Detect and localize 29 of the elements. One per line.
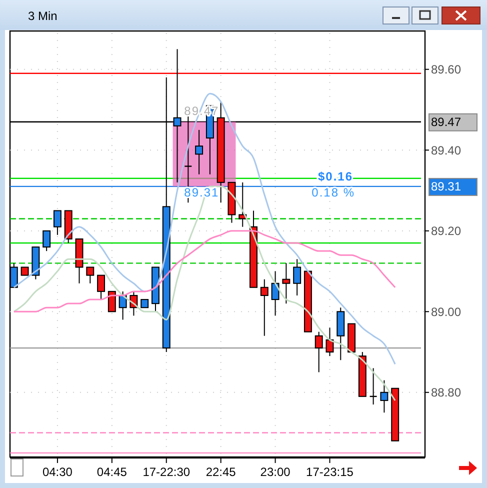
candlestick [380, 380, 388, 414]
candlestick [314, 331, 323, 373]
candlestick [53, 210, 62, 236]
candlestick [282, 262, 290, 304]
candlestick [238, 182, 247, 228]
candlestick [97, 274, 106, 300]
candlestick [108, 290, 116, 312]
chart-title: 3 Min [28, 9, 58, 23]
candlestick [42, 230, 51, 252]
line-series [13, 230, 396, 312]
annotation: 0.18 % [312, 185, 355, 200]
candlestick [260, 278, 268, 336]
ref-line-label: 89.31 [431, 180, 462, 194]
x-tick-label: 23:00 [260, 465, 291, 479]
x-tick-label: 22:45 [206, 465, 236, 479]
x-tick-label: 17-22:30 [142, 465, 190, 479]
y-tick-label: 89.20 [431, 224, 462, 238]
y-tick-label: 88.80 [431, 386, 462, 400]
x-tick-label: 04:45 [96, 465, 128, 479]
x-tick-label: 04:30 [42, 465, 73, 479]
candlestick [293, 258, 302, 296]
y-tick-label: 89.00 [431, 304, 462, 319]
ref-line-label: 89.47 [431, 115, 462, 130]
y-tick-label: 89.40 [431, 143, 462, 158]
candlestick [271, 270, 280, 316]
candlestick [86, 266, 94, 284]
candlestick [195, 129, 204, 175]
x-tick-label: 17-23:15 [306, 465, 354, 479]
y-tick-label: 89.60 [431, 62, 462, 77]
